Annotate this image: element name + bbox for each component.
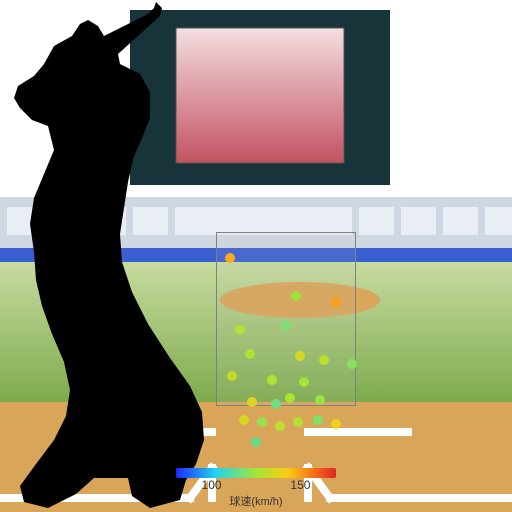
pitch-dot [315, 395, 325, 405]
pitch-dot [275, 421, 285, 431]
pitch-dot [271, 399, 281, 409]
pitch-dot [319, 355, 329, 365]
strikezone-box [216, 232, 356, 406]
pitch-dot [225, 253, 235, 263]
colorbar-label: 球速(km/h) [0, 493, 512, 509]
pitch-dot [285, 393, 295, 403]
pitch-dot [331, 419, 341, 429]
pitch-dot [347, 359, 357, 369]
pitch-dot [267, 375, 277, 385]
pitch-location-chart: 100 150 球速(km/h) [0, 0, 512, 512]
pitch-dot [257, 417, 267, 427]
pitch-dot [313, 415, 323, 425]
pitch-dot [227, 371, 237, 381]
pitch-dot [331, 297, 341, 307]
pitch-dot [291, 291, 301, 301]
pitch-dot [245, 349, 255, 359]
pitch-dot [299, 377, 309, 387]
colorbar-ticks: 100 150 [176, 478, 336, 492]
colorbar-tick: 100 [202, 478, 222, 492]
pitch-dot [251, 437, 261, 447]
pitch-dot [235, 325, 245, 335]
pitch-dot [239, 415, 249, 425]
pitch-dot [247, 397, 257, 407]
pitch-dot [293, 417, 303, 427]
pitch-dot [295, 351, 305, 361]
colorbar-tick: 150 [290, 478, 310, 492]
colorbar-gradient [176, 468, 336, 478]
colorbar-legend: 100 150 球速(km/h) [0, 468, 512, 509]
pitch-dot [281, 321, 291, 331]
